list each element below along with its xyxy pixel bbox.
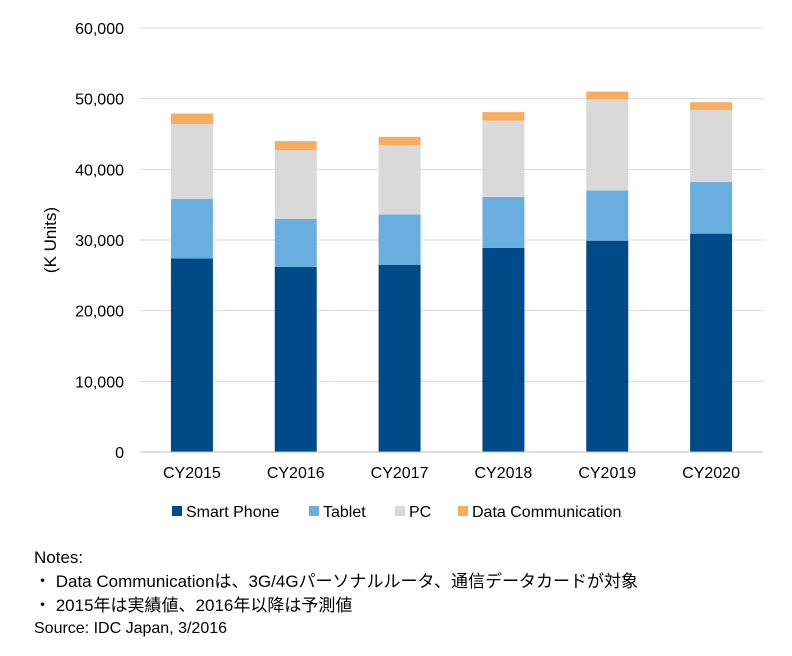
bar-segment-tablet: [274, 218, 317, 267]
x-tick-label: CY2015: [163, 465, 221, 482]
y-axis: 0 10,000 20,000 30,000 40,000 50,000 60,000: [75, 21, 124, 462]
gridlines: [140, 27, 763, 382]
note-item: ・ 2015年は実績値、2016年以降は予測値: [34, 596, 353, 615]
x-tick-label: CY2020: [682, 465, 740, 482]
bar-segment-pc: [274, 150, 317, 219]
stacked-bar-chart: 0 10,000 20,000 30,000 40,000 50,000 60,000 CY…: [41, 21, 763, 521]
bar-segment-data-communication: [274, 141, 317, 151]
legend-swatch: [458, 506, 468, 516]
notes-block: Notes: ・ Data Communicationは、3G/4Gパーソナルル…: [34, 546, 638, 640]
bar-segment-smart-phone: [482, 247, 525, 452]
bar-segment-smart-phone: [274, 266, 317, 452]
legend-swatch: [172, 506, 182, 516]
bar-segment-pc: [482, 120, 525, 197]
y-axis-label: (K Units): [41, 207, 60, 273]
legend-label: Tablet: [323, 504, 366, 521]
bar-segment-tablet: [170, 199, 213, 259]
legend-swatch: [309, 506, 319, 516]
x-tick-label: CY2017: [371, 465, 429, 482]
notes-heading: Notes:: [34, 548, 84, 567]
bar-segment-tablet: [482, 196, 525, 248]
bar-segment-smart-phone: [378, 264, 421, 452]
x-tick-label: CY2016: [267, 465, 325, 482]
bar-segment-tablet: [690, 182, 733, 234]
y-tick-label: 40,000: [75, 162, 124, 179]
bar-segment-tablet: [586, 190, 629, 241]
y-tick-label: 10,000: [75, 374, 124, 391]
legend-label: Data Communication: [472, 504, 621, 521]
x-axis: CY2015 CY2016 CY2017 CY2018 CY2019 CY2020: [140, 451, 763, 482]
bar-segment-smart-phone: [690, 233, 733, 452]
bar-segment-tablet: [378, 214, 421, 265]
bar-segment-data-communication: [170, 113, 213, 125]
bar-segment-data-communication: [378, 136, 421, 146]
note-item: ・ Data Communicationは、3G/4Gパーソナルルータ、通信デー…: [34, 572, 639, 591]
bar-segment-pc: [586, 99, 629, 191]
x-tick-label: CY2018: [475, 465, 533, 482]
bar-segment-data-communication: [586, 91, 629, 100]
x-tick-label: CY2019: [578, 465, 636, 482]
y-tick-label: 30,000: [75, 233, 124, 250]
source-text: Source: IDC Japan, 3/2016: [34, 620, 228, 637]
legend-swatch: [395, 506, 405, 516]
legend-label: Smart Phone: [186, 504, 279, 521]
y-tick-label: 60,000: [75, 21, 124, 38]
bar-segment-pc: [690, 109, 733, 183]
bar-segment-data-communication: [690, 102, 733, 110]
legend-label: PC: [409, 504, 431, 521]
bars: [170, 91, 733, 452]
bar-segment-pc: [170, 124, 213, 200]
bar-segment-pc: [378, 145, 421, 215]
bar-segment-smart-phone: [170, 258, 213, 452]
legend: Smart Phone Tablet PC Data Communication: [172, 504, 621, 521]
bar-segment-smart-phone: [586, 240, 629, 452]
y-tick-label: 20,000: [75, 304, 124, 321]
y-tick-label: 50,000: [75, 92, 124, 109]
y-tick-label: 0: [115, 445, 124, 462]
bar-segment-data-communication: [482, 112, 525, 121]
